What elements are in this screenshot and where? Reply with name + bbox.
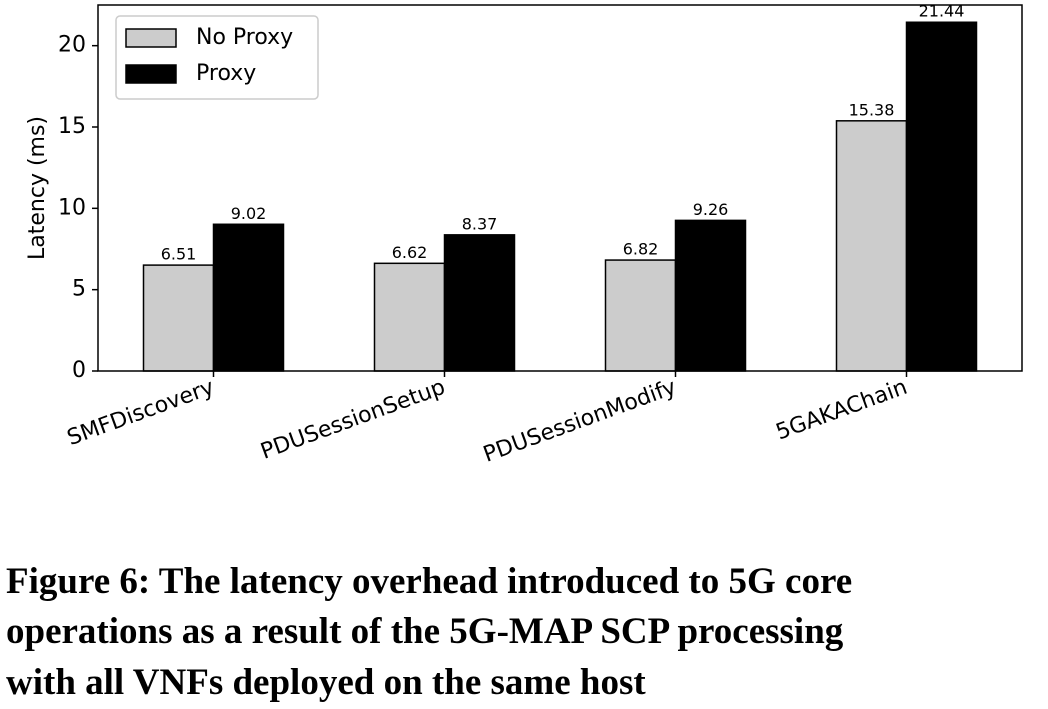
caption-line: with all VNFs deployed on the same host (6, 662, 646, 703)
caption-line: operations as a result of the 5G-MAP SCP… (6, 611, 844, 652)
y-tick-label: 0 (72, 358, 86, 383)
bar (212, 223, 285, 372)
x-tick-label: PDUSessionModify (480, 375, 679, 468)
legend-label: Proxy (196, 61, 256, 86)
bar (674, 219, 747, 372)
x-tick-label: SMFDiscovery (64, 375, 218, 451)
y-tick-label: 15 (58, 114, 86, 139)
bar (373, 262, 446, 372)
value-label: 6.62 (392, 243, 428, 262)
legend-swatch (125, 64, 177, 84)
legend-label: No Proxy (196, 25, 293, 50)
bar (835, 120, 908, 372)
value-label: 15.38 (849, 100, 895, 119)
value-label: 9.26 (693, 200, 729, 219)
x-tick-label: 5GAKAChain (773, 375, 911, 446)
bar (604, 259, 677, 372)
bar (443, 234, 516, 372)
y-tick-label: 20 (58, 33, 86, 58)
value-label: 21.44 (919, 2, 965, 21)
value-label: 8.37 (462, 214, 498, 233)
value-label: 6.51 (161, 245, 197, 264)
bar (142, 264, 215, 372)
value-label: 6.82 (623, 240, 659, 259)
y-tick-label: 10 (58, 195, 86, 220)
caption-line: Figure 6: The latency overhead introduce… (6, 561, 852, 602)
legend-swatch (125, 28, 177, 48)
y-tick-label: 5 (72, 277, 86, 302)
value-label: 9.02 (231, 204, 267, 223)
plot-frame (97, 4, 1023, 372)
x-tick-label: PDUSessionSetup (257, 375, 448, 465)
y-axis-label: Latency (ms) (25, 116, 50, 260)
bar (905, 21, 978, 372)
